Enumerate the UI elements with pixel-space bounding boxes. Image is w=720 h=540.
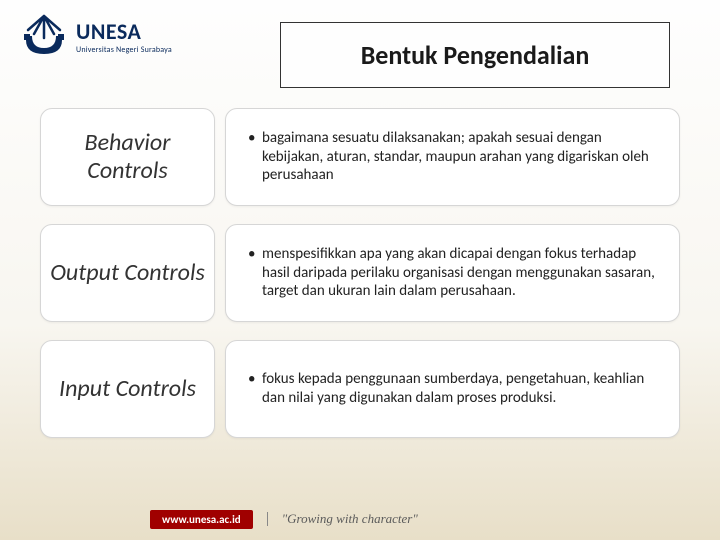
- logo-emblem-icon: [20, 12, 68, 60]
- slide-title: Bentuk Pengendalian: [280, 22, 670, 88]
- header: UNESA Universitas Negeri Surabaya Bentuk…: [0, 0, 720, 88]
- logo-area: UNESA Universitas Negeri Surabaya: [20, 12, 172, 60]
- footer-divider: [267, 512, 268, 526]
- bullet-output: menspesifikkan apa yang akan dicapai den…: [248, 245, 663, 301]
- row-input: Input Controls fokus kepada penggunaan s…: [40, 340, 680, 438]
- footer: www.unesa.ac.id "Growing with character": [0, 504, 720, 534]
- label-behavior-controls: Behavior Controls: [40, 108, 215, 206]
- row-output: Output Controls menspesifikkan apa yang …: [40, 224, 680, 322]
- logo-text: UNESA Universitas Negeri Surabaya: [76, 18, 172, 55]
- logo-name: UNESA: [76, 18, 172, 45]
- content: Behavior Controls bagaimana sesuatu dila…: [0, 88, 720, 448]
- footer-url: www.unesa.ac.id: [150, 510, 253, 529]
- logo-subtitle: Universitas Negeri Surabaya: [76, 45, 172, 55]
- bullet-behavior: bagaimana sesuatu dilaksanakan; apakah s…: [248, 129, 663, 185]
- desc-behavior-controls: bagaimana sesuatu dilaksanakan; apakah s…: [225, 108, 680, 206]
- bullet-input: fokus kepada penggunaan sumberdaya, peng…: [248, 370, 663, 408]
- footer-motto: "Growing with character": [282, 511, 418, 527]
- label-output-controls: Output Controls: [40, 224, 215, 322]
- label-input-controls: Input Controls: [40, 340, 215, 438]
- desc-input-controls: fokus kepada penggunaan sumberdaya, peng…: [225, 340, 680, 438]
- row-behavior: Behavior Controls bagaimana sesuatu dila…: [40, 108, 680, 206]
- desc-output-controls: menspesifikkan apa yang akan dicapai den…: [225, 224, 680, 322]
